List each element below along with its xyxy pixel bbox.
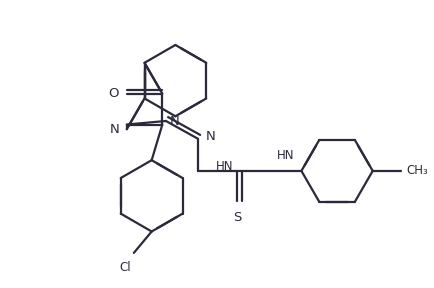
Text: N: N bbox=[205, 130, 215, 143]
Text: HN: HN bbox=[276, 149, 294, 162]
Text: N: N bbox=[169, 115, 179, 128]
Text: S: S bbox=[233, 211, 241, 224]
Text: CH₃: CH₃ bbox=[405, 164, 427, 177]
Text: Cl: Cl bbox=[119, 261, 131, 274]
Text: O: O bbox=[108, 87, 118, 100]
Text: N: N bbox=[110, 123, 119, 136]
Text: HN: HN bbox=[215, 160, 233, 173]
